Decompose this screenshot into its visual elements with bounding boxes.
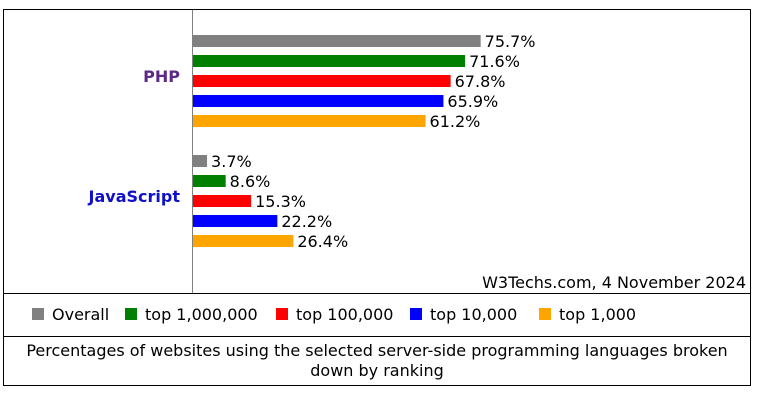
bar-javascript-top-100-000	[193, 195, 252, 207]
data-label-javascript-top-1-000-000: 8.6%	[230, 172, 271, 191]
legend-label: top 1,000	[559, 305, 637, 324]
legend: Overall top 1,000,000 top 100,000 top 10,00…	[4, 293, 750, 337]
data-label-php-top-1-000-000: 71.6%	[469, 52, 520, 71]
legend-item-top-1-000: top 1,000	[539, 307, 636, 323]
bar-php-top-10-000	[193, 95, 444, 107]
legend-swatch	[539, 308, 551, 320]
bar-chart: PHP 75.7%71.6%67.8%65.9%61.2% JavaScript 3.…	[88, 10, 746, 293]
bar-javascript-overall	[193, 155, 208, 167]
legend-swatch	[410, 308, 422, 320]
plot-area: PHP 75.7% 71.6% 67.8% 65.9% 61.2% JavaScript 3.…	[4, 10, 750, 293]
legend-item-top-1-000-000: top 1,000,000	[125, 307, 258, 323]
data-label-javascript-top-100-000: 15.3%	[255, 192, 306, 211]
legend-swatch	[125, 308, 137, 320]
data-label-php-overall: 75.7%	[485, 32, 536, 51]
category-label-javascript: JavaScript	[88, 187, 181, 206]
chart-frame: PHP 75.7% 71.6% 67.8% 65.9% 61.2% JavaScript 3.…	[3, 9, 751, 386]
bar-php-overall	[193, 35, 481, 47]
bar-php-top-1-000-000	[193, 55, 466, 67]
legend-label: Overall	[52, 305, 110, 324]
legend-label: top 100,000	[296, 305, 394, 324]
category-label-php: PHP	[143, 67, 180, 86]
data-label-javascript-top-10-000: 22.2%	[281, 212, 332, 231]
bar-javascript-top-10-000	[193, 215, 278, 227]
data-label-javascript-top-1-000: 26.4%	[297, 232, 348, 251]
data-label-php-top-10-000: 65.9%	[447, 92, 498, 111]
chart-caption: Percentages of websites using the select…	[26, 341, 728, 380]
credit-text: W3Techs.com, 4 November 2024	[482, 273, 746, 292]
data-label-javascript-overall: 3.7%	[211, 152, 252, 171]
legend-item-top-100-000: top 100,000	[276, 307, 393, 323]
bar-php-top-100-000	[193, 75, 451, 87]
bar-javascript-top-1-000-000	[193, 175, 226, 187]
data-label-php-top-1-000: 61.2%	[430, 112, 481, 131]
legend-label: top 10,000	[430, 305, 518, 324]
legend-label: top 1,000,000	[145, 305, 258, 324]
legend-swatch	[32, 308, 44, 320]
data-label-php-top-100-000: 67.8%	[455, 72, 506, 91]
legend-item-top-10-000: top 10,000	[410, 307, 517, 323]
bar-php-top-1-000	[193, 115, 426, 127]
legend-swatch	[276, 308, 288, 320]
legend-item-overall: Overall	[32, 307, 109, 323]
bar-javascript-top-1-000	[193, 235, 294, 247]
